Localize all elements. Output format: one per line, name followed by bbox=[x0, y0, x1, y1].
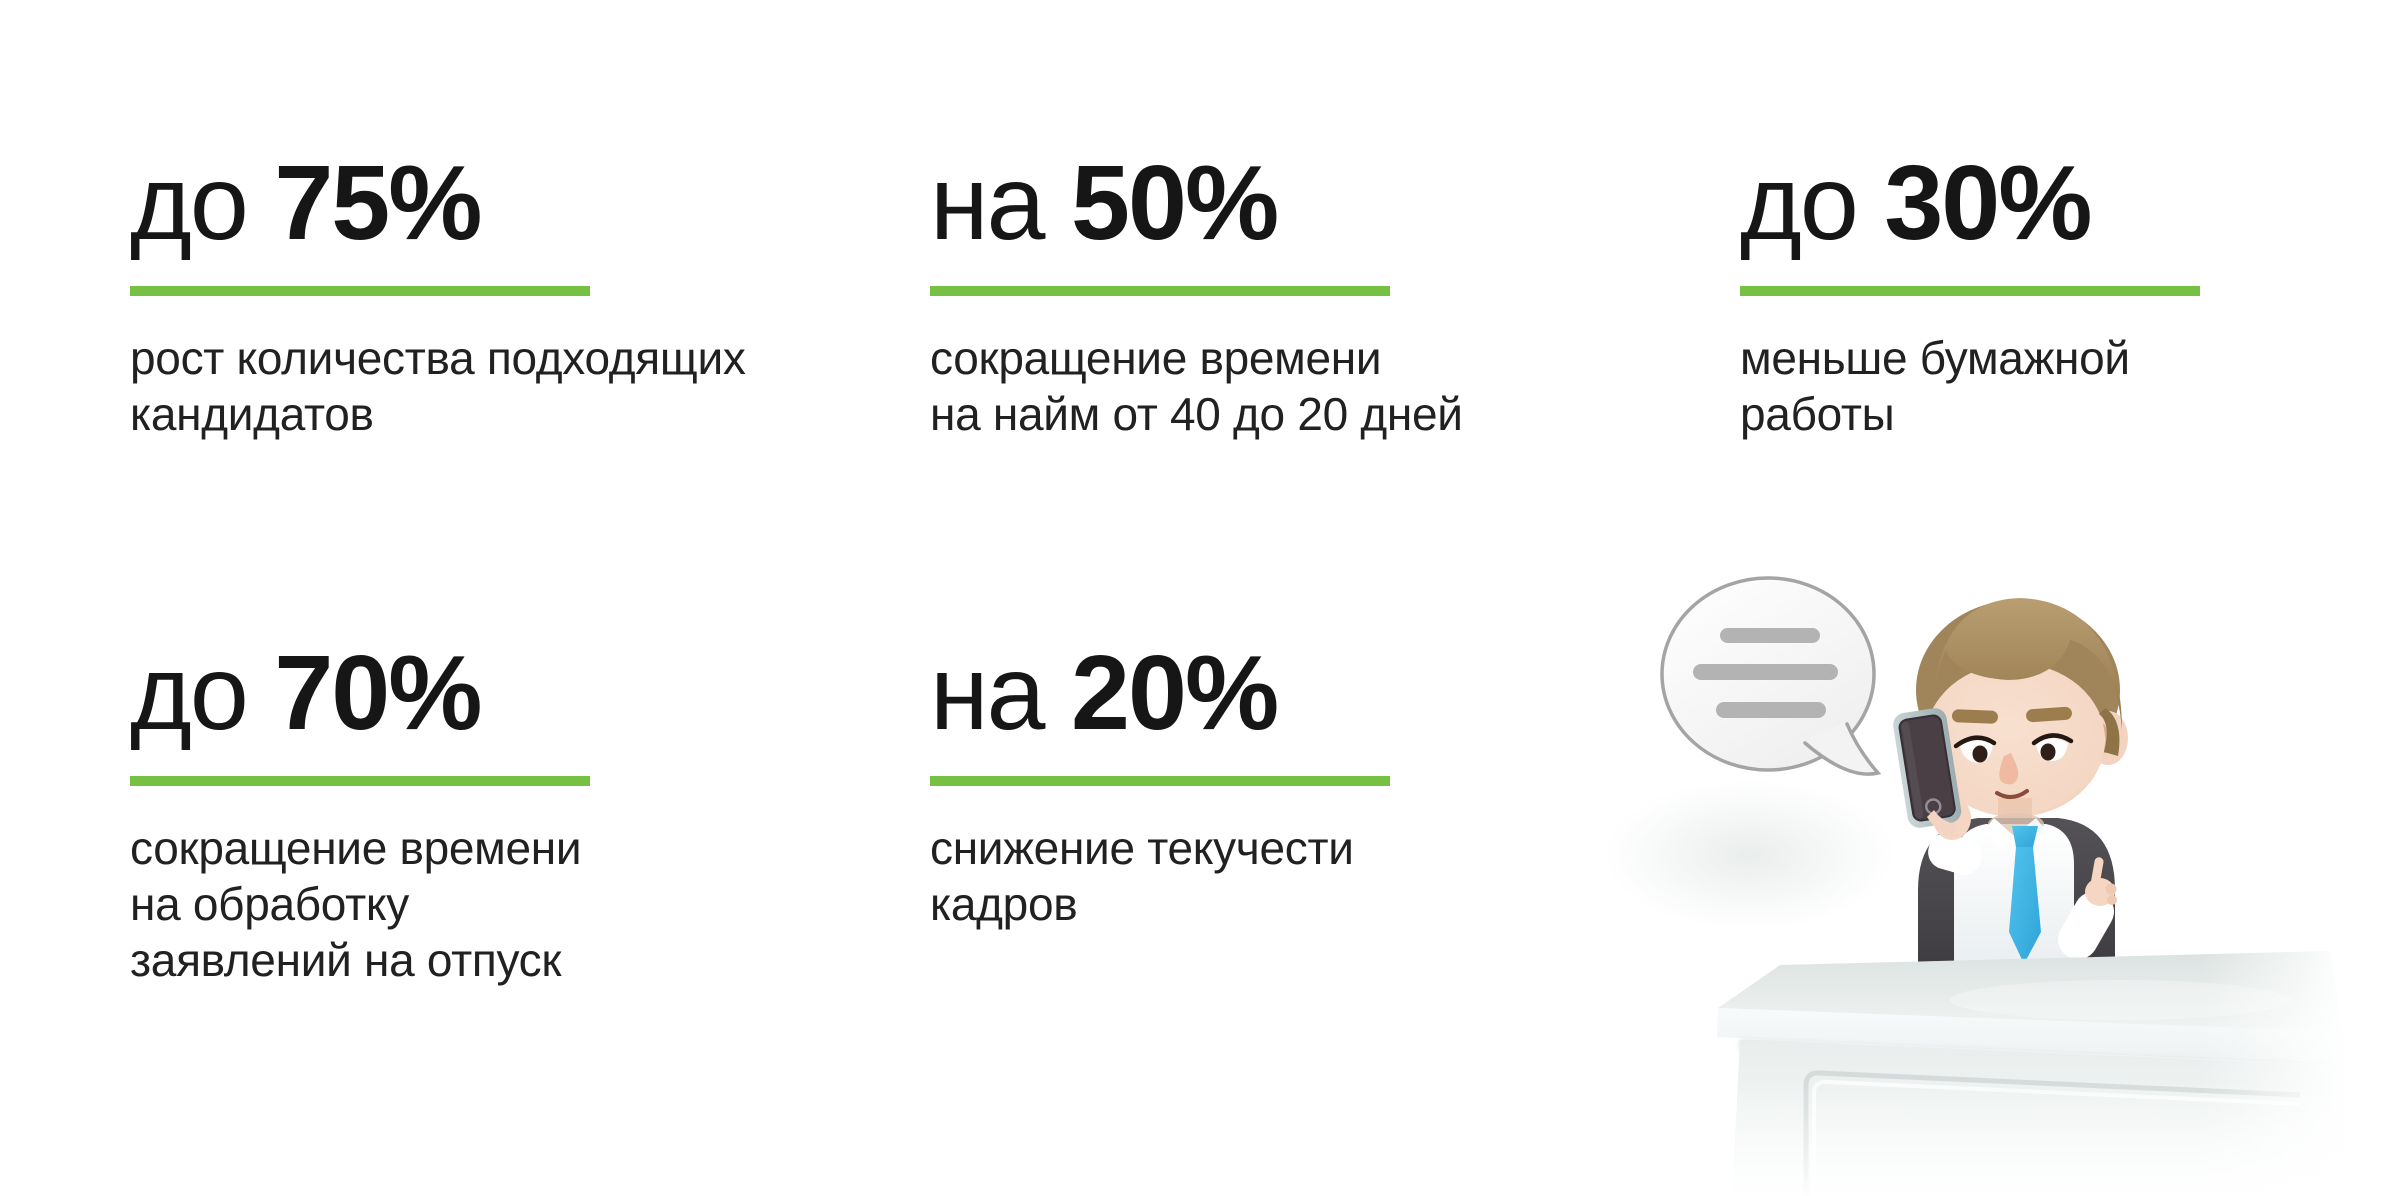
stat-headline: до 30% bbox=[1740, 150, 2400, 256]
green-underline bbox=[130, 776, 590, 786]
desk-top bbox=[1718, 951, 2343, 1032]
stat-headline: до 75% bbox=[130, 150, 790, 256]
desk-edge bbox=[1717, 1008, 2344, 1065]
left-eyebrow bbox=[1951, 709, 1998, 724]
stat-value: 70% bbox=[274, 634, 482, 752]
shirt-cuff bbox=[1928, 833, 1982, 875]
stat-value: 30% bbox=[1884, 144, 2092, 262]
phone-icon bbox=[1893, 708, 1962, 828]
green-underline bbox=[930, 776, 1390, 786]
stat-value: 20% bbox=[1071, 634, 1279, 752]
nose bbox=[1999, 753, 2019, 785]
soft-shadow bbox=[1605, 780, 1895, 930]
stat-description: сокращение времени на найм от 40 до 20 д… bbox=[930, 332, 1463, 440]
stat-value: 75% bbox=[274, 144, 482, 262]
stat-prefix: на bbox=[930, 144, 1045, 262]
right-eyebrow bbox=[2026, 706, 2072, 723]
hair-fringe bbox=[1930, 598, 2122, 730]
stat-headline: на 20% bbox=[930, 640, 1590, 746]
stat-prefix: до bbox=[1740, 144, 1859, 262]
stat-block-vacation-requests: до 70% сокращение времени на обработку за… bbox=[130, 640, 790, 988]
green-underline bbox=[930, 286, 1390, 296]
stat-block-hiring-time: на 50% сокращение времени на найм от 40 д… bbox=[930, 150, 1590, 442]
pointing-hand bbox=[2085, 857, 2117, 906]
mouth bbox=[1995, 789, 2029, 799]
stat-value: 50% bbox=[1071, 144, 1279, 262]
shirt-sleeve bbox=[2058, 891, 2114, 960]
stat-block-candidates: до 75% рост количества подходящих кандида… bbox=[130, 150, 790, 442]
stat-headline: на 50% bbox=[930, 150, 1590, 256]
stat-block-turnover: на 20% снижение текучести кадров bbox=[930, 640, 1590, 932]
stat-prefix: на bbox=[930, 634, 1045, 752]
green-underline bbox=[1740, 286, 2200, 296]
businessman-illustration bbox=[1605, 576, 2400, 1196]
bubble-text-bar bbox=[1720, 628, 1820, 643]
bubble-text-bar bbox=[1716, 702, 1826, 718]
face bbox=[1925, 663, 2105, 817]
collar bbox=[1986, 818, 2014, 850]
tie bbox=[2009, 826, 2041, 964]
fingers bbox=[1927, 810, 1956, 837]
green-underline bbox=[130, 286, 590, 296]
stat-description: снижение текучести кадров bbox=[930, 822, 1354, 930]
bottom-fade bbox=[1690, 1080, 2400, 1196]
speech-bubble-icon bbox=[1660, 576, 1882, 776]
businessman-on-phone bbox=[1893, 598, 2128, 972]
stat-prefix: до bbox=[130, 144, 249, 262]
stat-block-paperwork: до 30% меньше бумажной работы bbox=[1740, 150, 2400, 442]
stat-description: меньше бумажной работы bbox=[1740, 332, 2130, 440]
stat-description: сокращение времени на обработку заявлени… bbox=[130, 822, 582, 986]
bubble-text-bar bbox=[1693, 664, 1838, 680]
stat-description: рост количества подходящих кандидатов bbox=[130, 332, 746, 440]
eyes bbox=[1953, 733, 2074, 763]
stat-headline: до 70% bbox=[130, 640, 790, 746]
stat-prefix: до bbox=[130, 634, 249, 752]
hair-sideburn bbox=[2099, 708, 2120, 756]
